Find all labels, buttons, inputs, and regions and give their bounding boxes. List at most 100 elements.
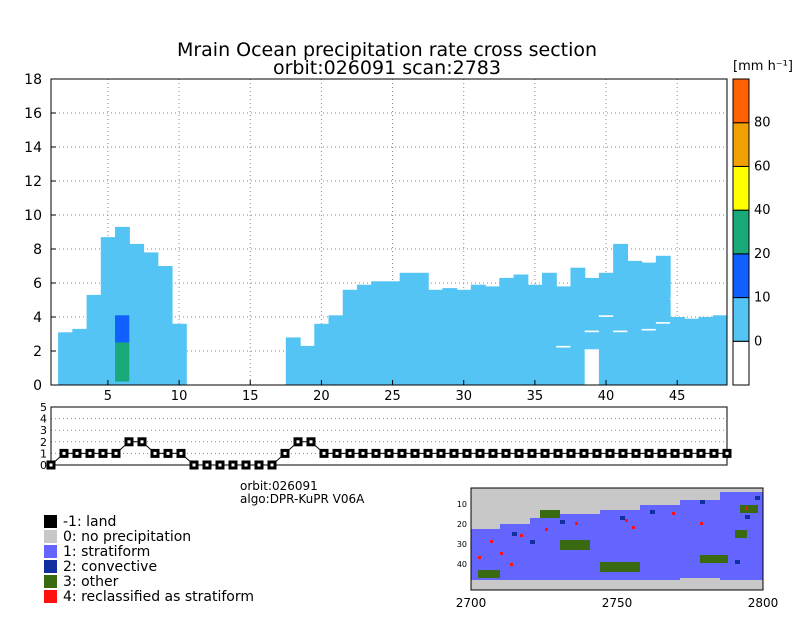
- strip-point-center: [686, 451, 690, 455]
- chart-subtitle: orbit:026091 scan:2783: [273, 57, 501, 79]
- strip-point-center: [296, 440, 300, 444]
- main-plot-frame: [50, 78, 728, 386]
- strip-point-center: [127, 440, 131, 444]
- bar: [598, 272, 614, 385]
- legend-swatch: [44, 590, 57, 603]
- strip-point-center: [465, 451, 469, 455]
- bar: [157, 266, 173, 385]
- strip-point-center: [647, 451, 651, 455]
- swath-other: [740, 505, 758, 513]
- swath-other: [540, 510, 560, 518]
- colorbar-segment: [732, 122, 750, 167]
- colorbar-label: 20: [754, 247, 771, 262]
- legend-label: 2: convective: [63, 559, 157, 575]
- bar: [58, 332, 73, 385]
- x-tick-label: 20: [313, 389, 330, 404]
- strip-y-tick-label: 0: [40, 459, 47, 472]
- strip-point-center: [309, 440, 313, 444]
- strip-point-center: [582, 451, 586, 455]
- bar-gap: [584, 349, 599, 385]
- strip-point-center: [101, 451, 105, 455]
- legend-label: 3: other: [63, 574, 119, 590]
- colorbar-label: 40: [754, 203, 771, 218]
- swath-reclassified: [625, 519, 628, 522]
- strip-point-center: [62, 451, 66, 455]
- strip-point-center: [49, 463, 53, 467]
- swath-other: [735, 530, 747, 538]
- x-tick-label: 15: [242, 389, 259, 404]
- bar-gap: [670, 298, 685, 300]
- x-tick-label: 35: [527, 389, 544, 404]
- swath-other: [600, 562, 640, 572]
- colorbar-unit: [mm h⁻¹]: [733, 59, 793, 74]
- strip-point-center: [335, 451, 339, 455]
- swath-reclassified: [510, 563, 513, 566]
- strip-point-center: [634, 451, 638, 455]
- strip-point-center: [426, 451, 430, 455]
- bar: [712, 315, 727, 385]
- y-tick-label: 14: [24, 140, 42, 156]
- strip-point-center: [595, 451, 599, 455]
- convective-segment: [115, 342, 130, 382]
- strip-y-tick-label: 4: [40, 413, 47, 426]
- legend-swatch: [44, 515, 57, 528]
- bar: [72, 328, 88, 385]
- bar: [570, 267, 586, 385]
- swath-y-tick-label: 30: [457, 540, 467, 549]
- x-tick-label: 10: [171, 389, 188, 404]
- x-tick-label: 40: [598, 389, 615, 404]
- swath-convective: [512, 532, 517, 536]
- main-y-ticks: 0 2 4 6 8 10 12 14 16 18: [24, 72, 56, 394]
- swath-convective: [650, 510, 655, 514]
- swath-x-tick-label: 2750: [602, 596, 633, 610]
- swath-reclassified: [575, 522, 578, 525]
- colorbar-segment: [732, 340, 750, 386]
- swath-reclassified: [745, 507, 748, 510]
- swath-reclassified: [500, 552, 503, 555]
- main-x-ticks: 5 10 15 20 25 30 35 40 45: [104, 380, 685, 404]
- chart-title: Mrain Ocean precipitation rate cross sec…: [177, 39, 597, 61]
- strip-point-center: [387, 451, 391, 455]
- colorbar-segment: [732, 253, 750, 299]
- colorbar-segment: [732, 297, 750, 342]
- strip-point-center: [712, 451, 716, 455]
- swath-stratiform: [640, 505, 680, 581]
- swath-stratiform: [680, 500, 720, 578]
- bar: [627, 260, 643, 385]
- swath-frame: [470, 487, 764, 591]
- swath-reclassified: [632, 526, 635, 529]
- bar: [428, 289, 443, 385]
- strip-point-center: [348, 451, 352, 455]
- bar: [613, 243, 628, 385]
- bar: [655, 255, 671, 385]
- strip-y-tick-label: 2: [40, 436, 47, 449]
- bar: [356, 284, 372, 385]
- swath-x-tick-label: 2800: [748, 596, 779, 610]
- legend-label: 0: no precipitation: [63, 529, 191, 545]
- y-tick-label: 18: [24, 72, 42, 88]
- strip-point-center: [153, 451, 157, 455]
- bar: [385, 281, 401, 385]
- colorbar-label: 80: [754, 116, 771, 131]
- x-tick-label: 25: [384, 389, 401, 404]
- x-tick-label: 30: [455, 389, 472, 404]
- bar: [470, 284, 486, 385]
- y-tick-label: 12: [24, 174, 42, 190]
- bar: [129, 243, 145, 385]
- swath-convective: [530, 540, 535, 544]
- strip-point-center: [179, 451, 183, 455]
- swath-reclassified: [478, 556, 481, 559]
- legend-label: 1: stratiform: [63, 544, 150, 560]
- strip-point-center: [439, 451, 443, 455]
- bar: [527, 284, 543, 385]
- y-tick-label: 10: [24, 208, 42, 224]
- bar: [314, 323, 330, 385]
- bar-gap: [613, 330, 628, 333]
- bar: [300, 345, 315, 385]
- swath-reclassified: [545, 528, 548, 531]
- bar: [684, 318, 700, 385]
- strip-point-center: [322, 451, 326, 455]
- swath-y-tick-label: 10: [457, 500, 467, 509]
- strip-point-center: [166, 451, 170, 455]
